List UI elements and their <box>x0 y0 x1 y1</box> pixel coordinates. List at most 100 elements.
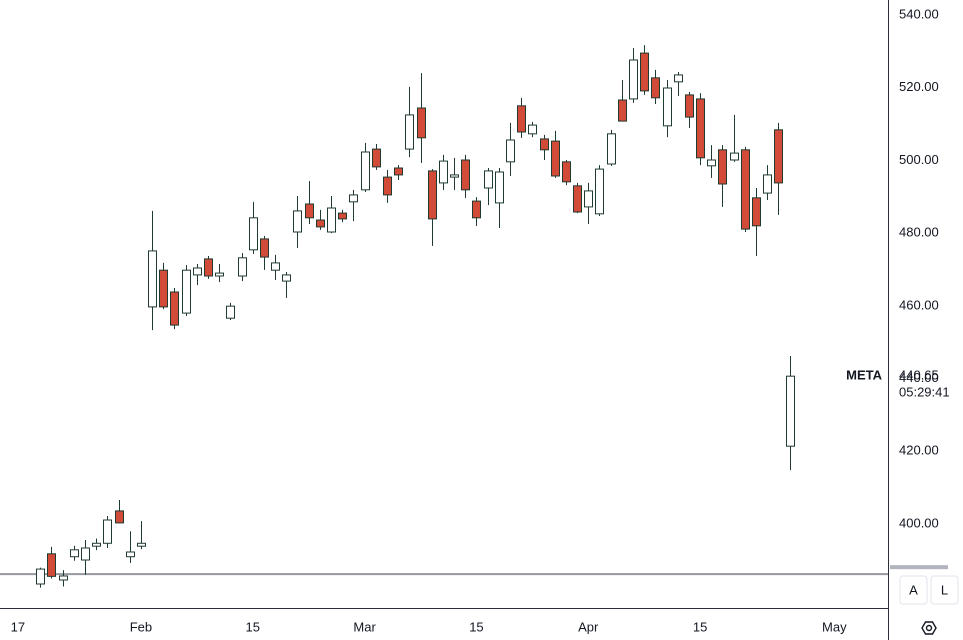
y-tick-label: 440.00 <box>899 370 939 385</box>
candle <box>663 80 672 138</box>
candle-body <box>651 77 660 99</box>
horizontal-line-handle <box>890 565 948 570</box>
candle-body <box>640 52 649 92</box>
y-tick-label: 480.00 <box>899 225 939 240</box>
x-tick-label: May <box>822 619 847 634</box>
candle-body <box>70 549 79 558</box>
x-tick-label: 15 <box>246 619 260 634</box>
candle-body <box>718 149 727 185</box>
candle <box>349 189 358 222</box>
candle-body <box>517 105 526 133</box>
candle-body <box>103 519 112 544</box>
candle <box>696 93 705 166</box>
candle <box>584 182 593 224</box>
candle-body <box>774 129 783 184</box>
candle <box>338 209 347 223</box>
candle-body <box>696 98 705 159</box>
candle-body <box>730 152 739 161</box>
candle <box>674 72 683 96</box>
candle <box>36 567 45 588</box>
settings-dot <box>925 624 933 632</box>
candle-body <box>182 269 191 314</box>
candle <box>182 265 191 316</box>
candle-body <box>607 133 616 165</box>
candle <box>81 540 90 575</box>
candle <box>148 210 157 331</box>
candle-body <box>752 197 761 227</box>
candle <box>528 121 537 138</box>
candle-body <box>249 217 258 251</box>
candle <box>70 545 79 561</box>
candle <box>282 272 291 298</box>
candle <box>316 209 325 230</box>
candle-body <box>685 94 694 118</box>
candle-body <box>461 159 470 191</box>
candle <box>249 201 258 254</box>
candle-body <box>238 257 247 277</box>
candle <box>103 516 112 548</box>
candle <box>215 264 224 283</box>
candle-body <box>148 250 157 308</box>
y-tick-label: 540.00 <box>899 6 939 21</box>
button-frame <box>899 575 928 605</box>
y-tick-label: 500.00 <box>899 152 939 167</box>
plot-area <box>0 45 888 588</box>
candle-body <box>595 168 604 215</box>
candle <box>159 262 168 310</box>
candle <box>405 86 414 158</box>
candle-body <box>361 151 370 191</box>
candle <box>741 146 750 232</box>
y-tick-label: 460.00 <box>899 297 939 312</box>
candle <box>126 531 135 563</box>
candle <box>383 169 392 203</box>
candle <box>595 165 604 216</box>
candle <box>461 154 470 198</box>
candle-body <box>707 159 716 167</box>
candle-body <box>372 148 381 168</box>
candle-body <box>137 542 146 547</box>
x-tick-label: 15 <box>469 619 483 634</box>
candle <box>450 157 459 190</box>
candle-body <box>36 568 45 585</box>
candle-body <box>506 139 515 163</box>
scale-button[interactable]: A <box>899 575 928 605</box>
candle-body <box>193 267 202 276</box>
candle <box>115 500 124 524</box>
candle-body <box>59 575 68 581</box>
scale-button[interactable]: L <box>930 575 959 605</box>
candle-body <box>428 170 437 220</box>
x-tick-label: Mar <box>353 619 376 634</box>
candle-body <box>584 190 593 208</box>
candle <box>92 538 101 551</box>
candle <box>506 122 515 176</box>
candle <box>551 130 560 178</box>
candle-body <box>126 551 135 558</box>
candle <box>573 182 582 214</box>
candle <box>718 145 727 207</box>
candle-body <box>383 176 392 196</box>
candle <box>238 253 247 282</box>
candle <box>137 521 146 550</box>
countdown-label: 05:29:41 <box>899 385 950 400</box>
candle <box>629 48 638 103</box>
candle <box>786 356 795 471</box>
settings-icon[interactable] <box>921 621 937 635</box>
candle <box>47 546 56 579</box>
candle-body <box>81 547 90 561</box>
x-tick-label: 15 <box>693 619 707 634</box>
y-tick-label: 420.00 <box>899 443 939 458</box>
candle-body <box>405 114 414 150</box>
candle-body <box>159 269 168 308</box>
candle-body <box>349 194 358 203</box>
candle <box>651 69 660 104</box>
candle-body <box>618 99 627 122</box>
candle <box>226 302 235 320</box>
candle-body <box>562 161 571 183</box>
x-tick-label: Feb <box>130 619 152 634</box>
candle <box>327 196 336 234</box>
button-label: L <box>941 582 948 597</box>
candle-body <box>215 272 224 277</box>
candle-body <box>484 170 493 189</box>
